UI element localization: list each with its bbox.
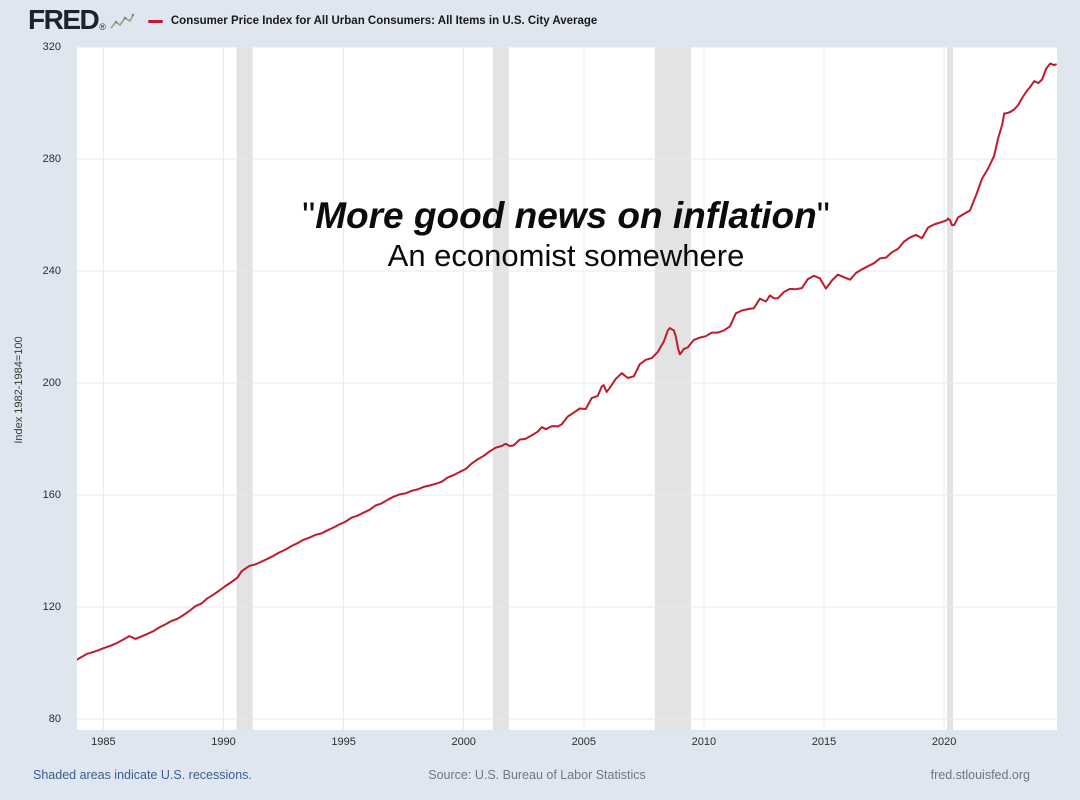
x-tick-label: 2000 (451, 736, 476, 748)
plot-area (77, 47, 1057, 730)
y-axis-title: Index 1982-1984=100 (13, 336, 25, 444)
cpi-line-chart (77, 47, 1057, 730)
annotation-quote-line: "More good news on inflation" (302, 195, 830, 236)
recession-band (947, 47, 953, 730)
source-note: Source: U.S. Bureau of Labor Statistics (428, 768, 646, 782)
fred-url-link[interactable]: fred.stlouisfed.org (930, 768, 1030, 782)
x-tick-label: 2020 (931, 736, 957, 748)
fred-logo[interactable]: FRED (28, 4, 100, 35)
y-tick-label: 240 (42, 265, 61, 277)
y-tick-label: 280 (42, 153, 61, 165)
chart-header: FRED ® Consumer Price Index for All Urba… (28, 5, 597, 35)
recession-band (654, 47, 691, 730)
y-tick-label: 200 (42, 377, 61, 389)
recession-band (236, 47, 253, 730)
annotation-quote-text: More good news on inflation (315, 195, 817, 236)
legend-label: Consumer Price Index for All Urban Consu… (170, 15, 598, 27)
y-tick-label: 320 (42, 41, 61, 53)
annotation: "More good news on inflation" An economi… (302, 195, 830, 274)
line-chart-icon (110, 13, 135, 31)
legend-line-marker (147, 19, 163, 23)
y-tick-label: 160 (42, 489, 61, 501)
x-tick-label: 1985 (91, 736, 116, 748)
x-tick-label: 2005 (571, 736, 597, 748)
x-tick-label: 1995 (331, 736, 356, 748)
x-tick-label: 2015 (811, 736, 837, 748)
registered-mark: ® (99, 22, 106, 32)
y-tick-label: 120 (42, 601, 61, 613)
close-quote: " (816, 195, 830, 236)
open-quote: " (302, 195, 316, 236)
y-tick-label: 80 (48, 713, 61, 725)
annotation-attribution: An economist somewhere (387, 238, 745, 274)
recessions-note-link[interactable]: Shaded areas indicate U.S. recessions. (33, 768, 252, 782)
recession-band (492, 47, 509, 730)
cpi-series-line (77, 62, 1057, 661)
x-tick-label: 2010 (691, 736, 717, 748)
x-tick-label: 1990 (211, 736, 236, 748)
